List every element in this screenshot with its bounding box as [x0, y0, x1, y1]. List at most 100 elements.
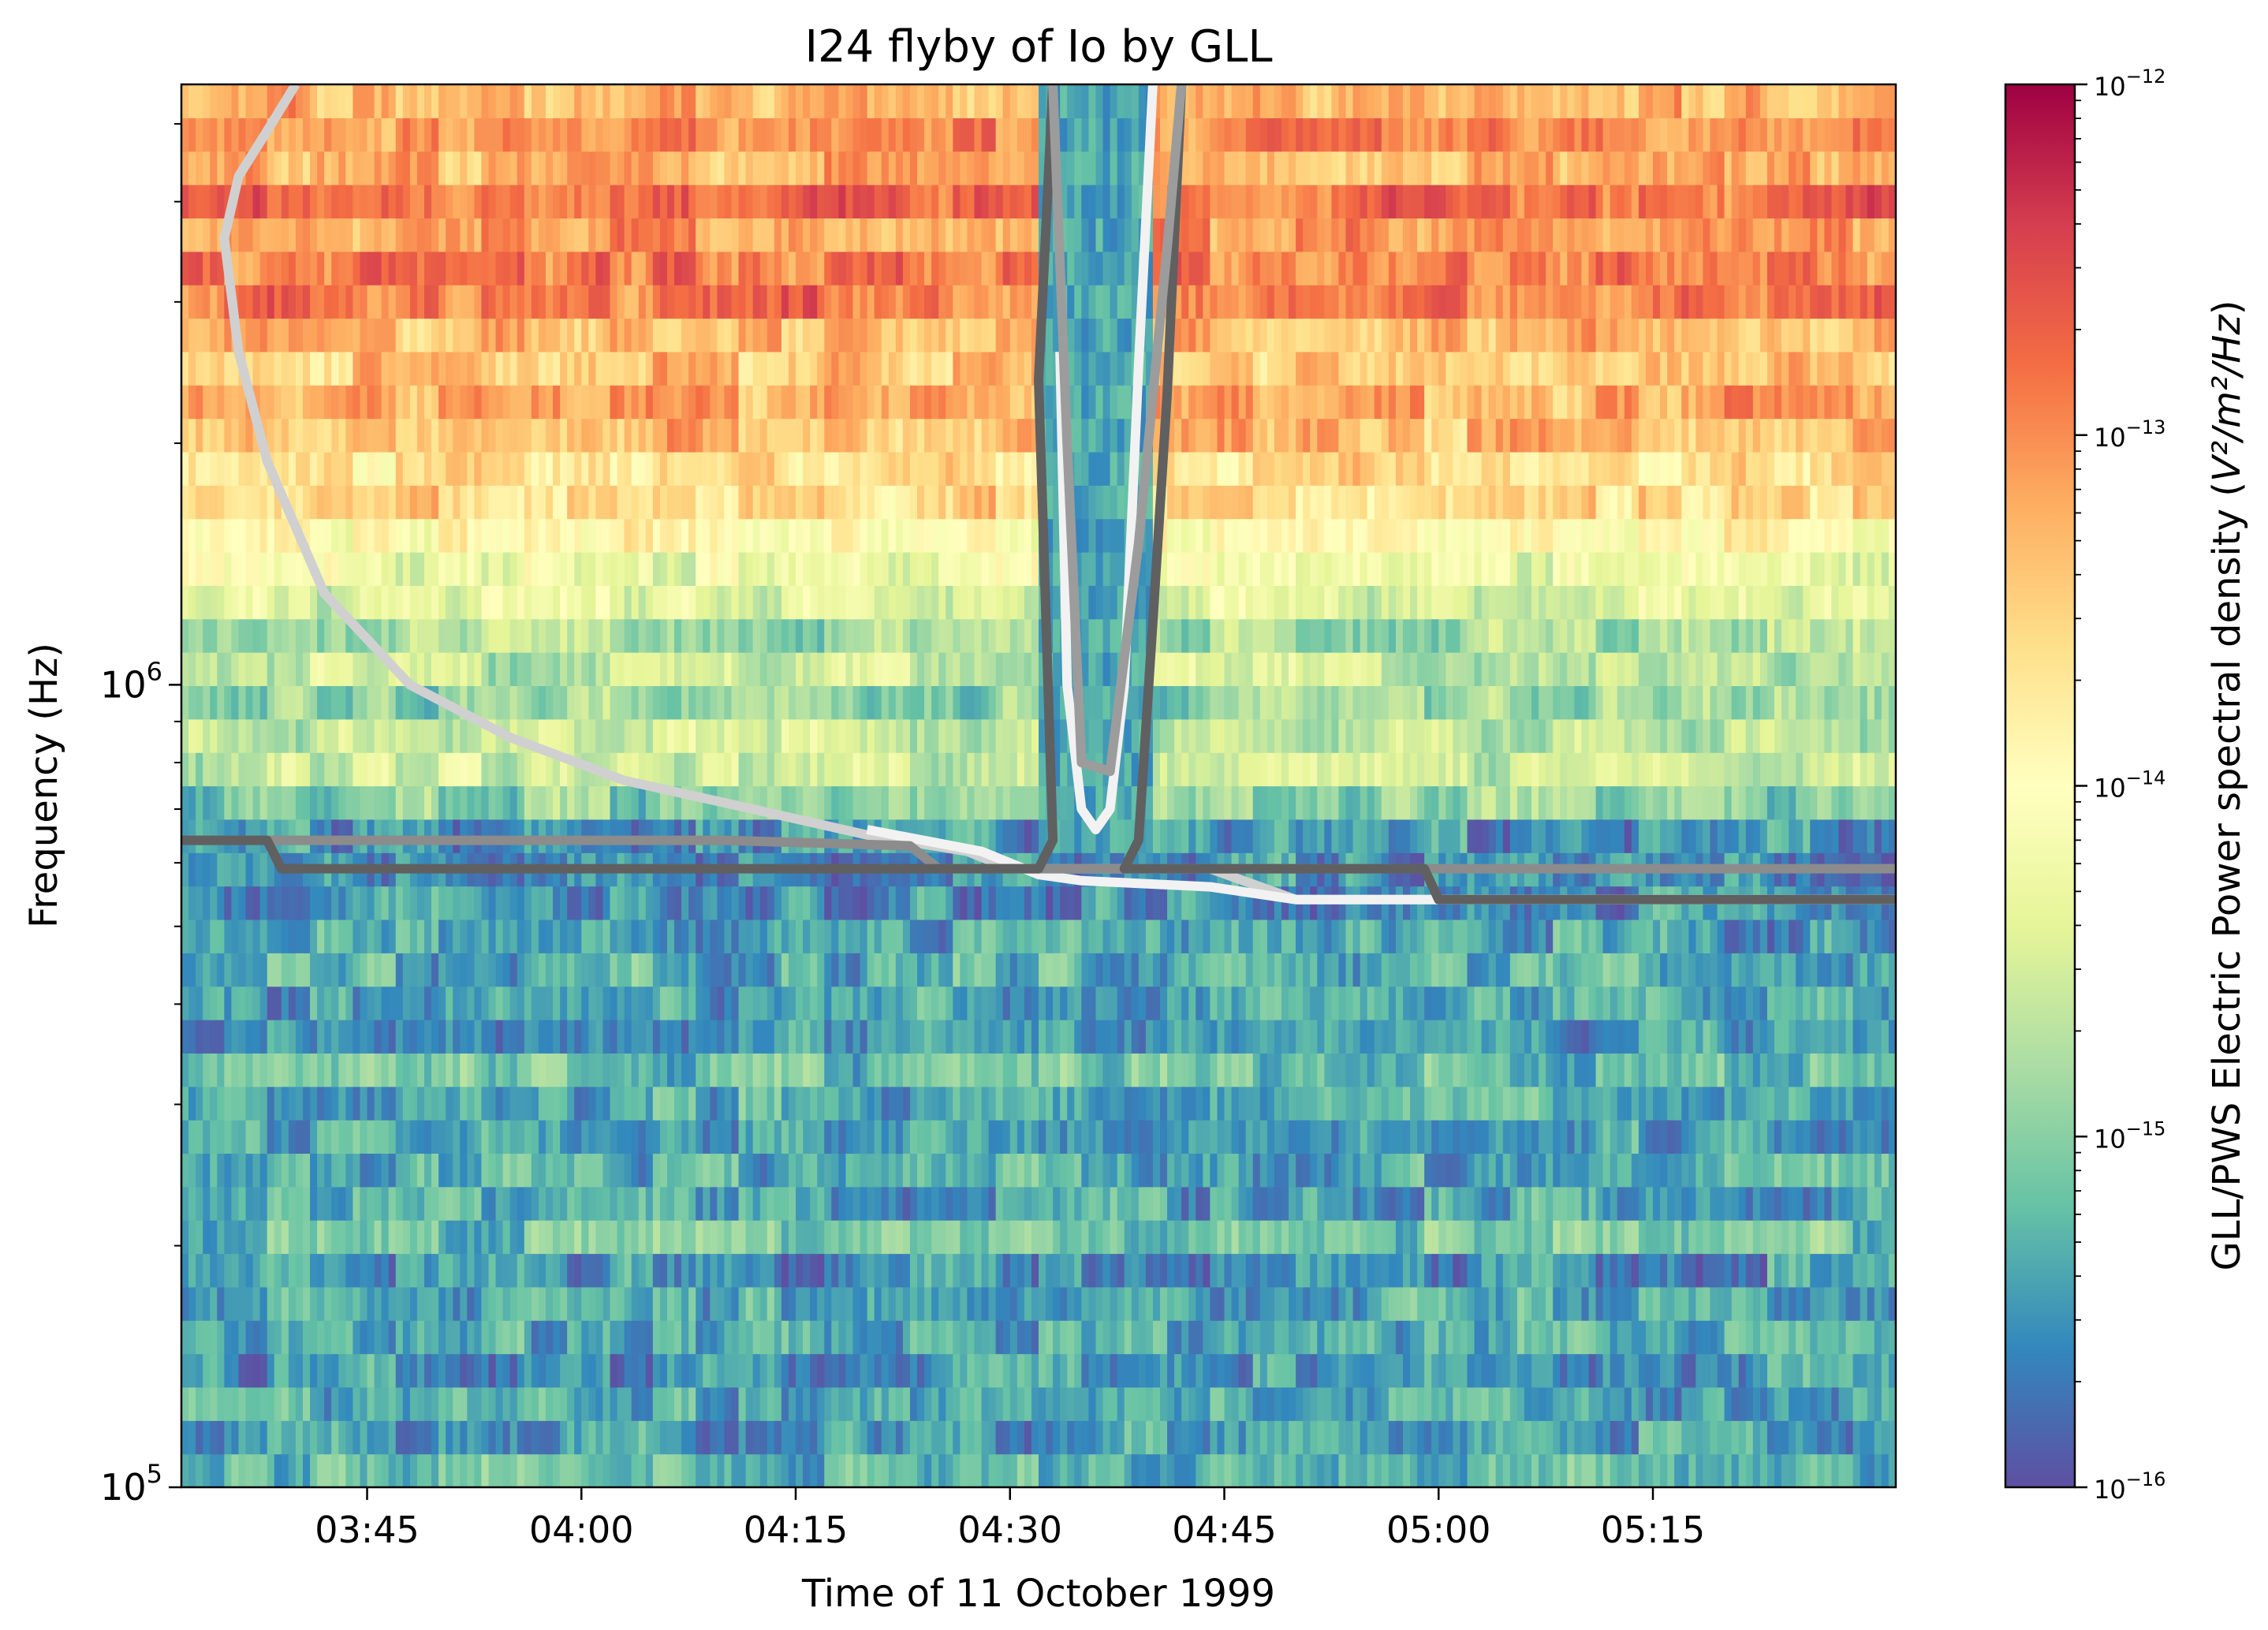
heatmap-cell	[509, 886, 518, 920]
heatmap-cell	[367, 1086, 375, 1121]
heatmap-cell	[810, 785, 818, 820]
heatmap-cell	[338, 1020, 346, 1054]
heatmap-cell	[988, 1453, 997, 1487]
heatmap-cell	[759, 886, 768, 920]
heatmap-cell	[1546, 1053, 1554, 1087]
heatmap-cell	[1424, 1420, 1432, 1455]
heatmap-cell	[517, 1120, 525, 1154]
heatmap-cell	[1210, 953, 1218, 987]
heatmap-cell	[967, 819, 975, 853]
heatmap-cell	[1610, 919, 1618, 953]
heatmap-cell	[610, 1420, 618, 1455]
heatmap-cell	[938, 785, 946, 820]
heatmap-cell	[1046, 953, 1054, 987]
heatmap-cell	[1217, 1186, 1225, 1221]
heatmap-cell	[1774, 1086, 1782, 1121]
heatmap-cell	[1231, 1320, 1240, 1355]
heatmap-cell	[974, 1020, 983, 1054]
heatmap-cell	[1374, 1286, 1382, 1321]
heatmap-cell	[924, 1386, 932, 1421]
heatmap-cell	[1774, 819, 1782, 853]
heatmap-cell	[1553, 1153, 1561, 1188]
heatmap-cell	[1009, 1153, 1018, 1188]
heatmap-cell	[960, 953, 968, 987]
heatmap-cell	[1210, 1053, 1218, 1087]
heatmap-cell	[931, 1020, 939, 1054]
heatmap-cell	[1074, 1253, 1082, 1288]
heatmap-cell	[917, 1053, 925, 1087]
heatmap-cell	[1731, 986, 1740, 1020]
heatmap-cell	[1860, 1253, 1868, 1288]
heatmap-cell	[310, 1386, 318, 1421]
heatmap-cell	[381, 1053, 390, 1087]
heatmap-cell	[431, 1320, 439, 1355]
heatmap-cell	[610, 1286, 618, 1321]
heatmap-cell	[731, 1253, 740, 1288]
heatmap-cell	[888, 1386, 897, 1421]
heatmap-cell	[1481, 1020, 1490, 1054]
heatmap-cell	[1131, 1220, 1140, 1255]
heatmap-cell	[1046, 986, 1054, 1020]
heatmap-cell	[588, 785, 596, 820]
heatmap-cell	[1445, 1320, 1453, 1355]
heatmap-cell	[431, 1420, 439, 1455]
heatmap-cell	[1810, 1020, 1818, 1054]
heatmap-cell	[423, 1253, 432, 1288]
heatmap-cell	[831, 1186, 839, 1221]
heatmap-cell	[1803, 1220, 1811, 1255]
heatmap-cell	[1410, 1086, 1418, 1121]
heatmap-cell	[1581, 819, 1590, 853]
heatmap-cell	[1602, 1086, 1611, 1121]
heatmap-cell	[938, 919, 946, 953]
heatmap-cell	[1581, 919, 1590, 953]
heatmap-cell	[917, 1420, 925, 1455]
heatmap-cell	[946, 1120, 953, 1154]
heatmap-cell	[1331, 986, 1340, 1020]
heatmap-cell	[1196, 785, 1203, 820]
heatmap-cell	[988, 1353, 997, 1388]
heatmap-cell	[1231, 953, 1240, 987]
heatmap-cell	[1502, 953, 1511, 987]
heatmap-cell	[831, 1386, 839, 1421]
heatmap-cell	[988, 1253, 997, 1288]
heatmap-cell	[824, 1120, 832, 1154]
heatmap-cell	[438, 1253, 446, 1288]
heatmap-cell	[1438, 1420, 1446, 1455]
heatmap-cell	[988, 886, 997, 920]
heatmap-cell	[724, 1053, 733, 1087]
heatmap-cell	[602, 953, 611, 987]
heatmap-cell	[759, 953, 768, 987]
heatmap-cell	[1838, 1020, 1847, 1054]
heatmap-cell	[1881, 1286, 1889, 1321]
heatmap-cell	[1181, 1120, 1189, 1154]
heatmap-cell	[1324, 1053, 1332, 1087]
heatmap-cell	[852, 1353, 861, 1388]
heatmap-cell	[1789, 1153, 1796, 1188]
heatmap-cell	[1289, 1020, 1296, 1054]
heatmap-cell	[574, 1320, 582, 1355]
heatmap-cell	[767, 1053, 775, 1087]
heatmap-cell	[1431, 785, 1439, 820]
heatmap-cell	[917, 1120, 925, 1154]
heatmap-cell	[381, 785, 390, 820]
heatmap-cell	[659, 785, 668, 820]
heatmap-cell	[710, 1086, 718, 1121]
heatmap-cell	[203, 1420, 211, 1455]
heatmap-cell	[295, 886, 304, 920]
heatmap-cell	[1167, 919, 1175, 953]
heatmap-cell	[1181, 1086, 1189, 1121]
heatmap-cell	[1024, 819, 1032, 853]
heatmap-cell	[1803, 1353, 1811, 1388]
heatmap-cell	[531, 1320, 539, 1355]
heatmap-cell	[553, 1286, 561, 1321]
heatmap-cell	[1460, 953, 1468, 987]
heatmap-cell	[517, 1220, 525, 1255]
heatmap-cell	[1088, 919, 1097, 953]
heatmap-cell	[1266, 1320, 1275, 1355]
heatmap-cell	[1152, 1386, 1161, 1421]
heatmap-cell	[1188, 1353, 1196, 1388]
heatmap-cell	[1845, 1386, 1854, 1421]
heatmap-cell	[1217, 1420, 1225, 1455]
heatmap-cell	[1745, 953, 1754, 987]
heatmap-cell	[1188, 1120, 1196, 1154]
